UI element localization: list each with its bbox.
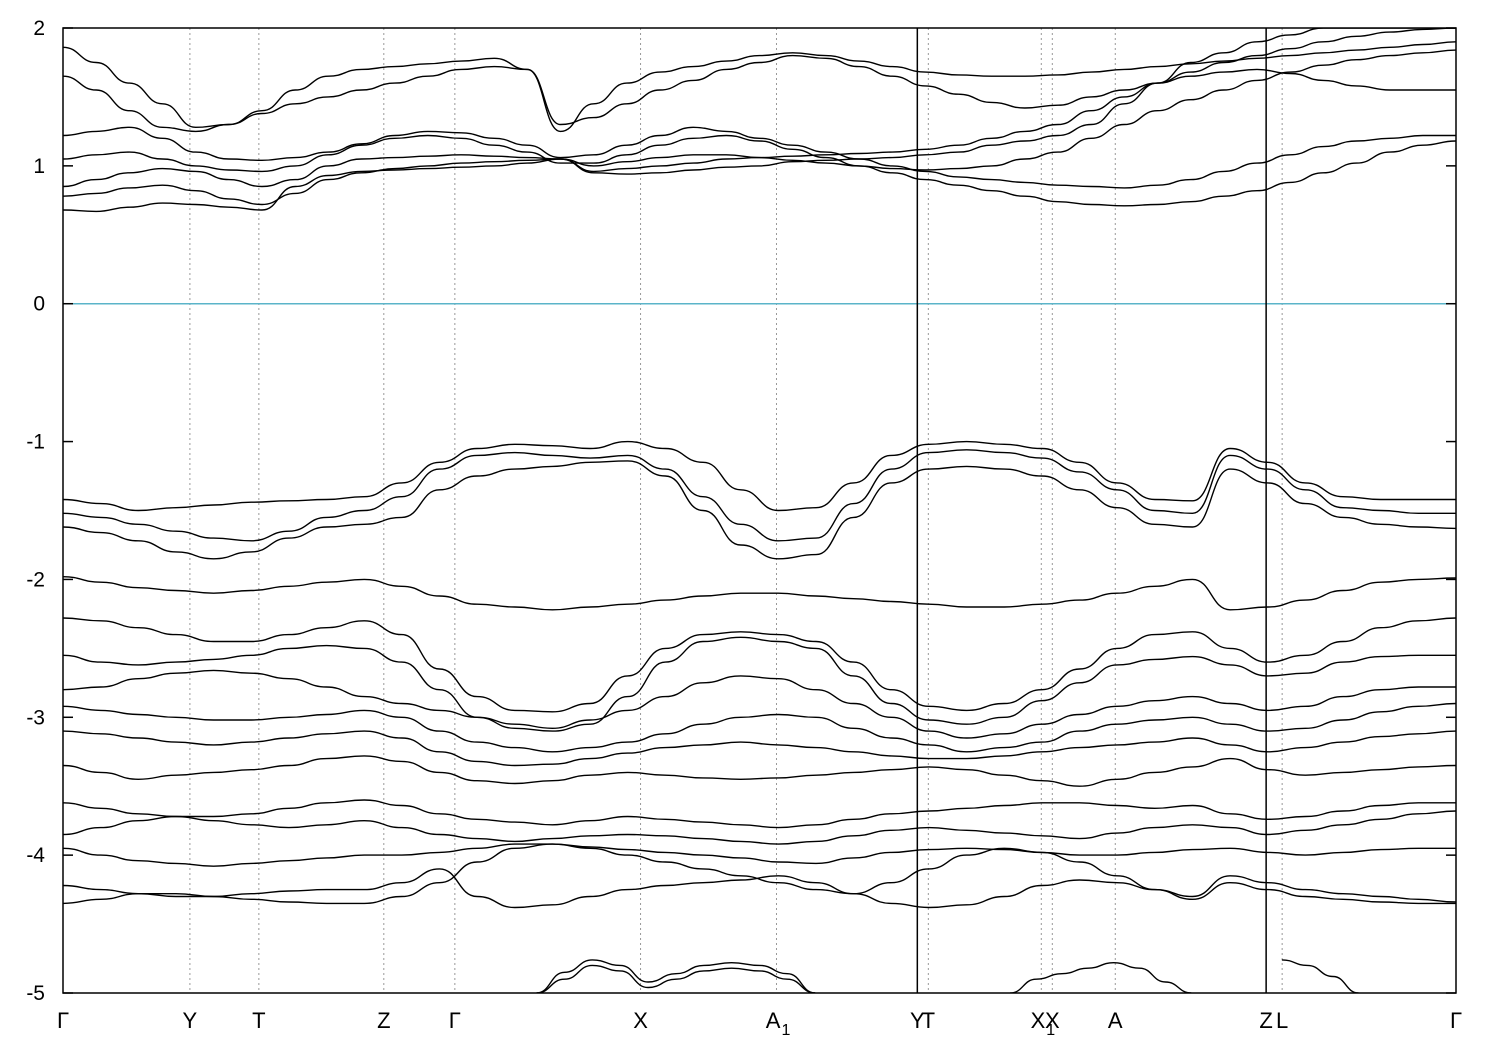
- y-tick-label: -5: [26, 982, 45, 1005]
- valence-band-line: [63, 460, 1456, 560]
- kpoint-label-subscript: 1: [781, 1022, 790, 1039]
- kpoint-label: Z: [1259, 1008, 1272, 1033]
- conduction-band-line: [63, 54, 1456, 133]
- y-tick-label: 2: [33, 17, 45, 40]
- kpoint-label-subscript: 1: [1046, 1022, 1055, 1039]
- kpoint-label: Y: [183, 1008, 198, 1033]
- y-tick-label: 1: [33, 155, 45, 178]
- deep-band-line: [1281, 959, 1359, 993]
- band-lines: [63, 28, 1456, 993]
- kpoint-label: A: [766, 1008, 781, 1033]
- valence-band-line: [63, 799, 1456, 829]
- kpoint-label: X: [1031, 1008, 1046, 1033]
- valence-band-line: [63, 843, 1456, 867]
- plot-frame: [62, 27, 1457, 994]
- y-tick-label: -1: [26, 431, 45, 454]
- y-tick-label: 0: [33, 293, 45, 316]
- y-tick-label: -2: [26, 568, 45, 591]
- kpoint-label: Γ: [449, 1008, 461, 1033]
- y-tick-label: -4: [26, 844, 45, 867]
- conduction-band-line: [63, 134, 1456, 207]
- kpoint-gridlines: [189, 28, 1283, 993]
- valence-band-line: [63, 810, 1456, 845]
- deep-band-line: [1010, 961, 1192, 993]
- valence-band-line: [63, 440, 1456, 512]
- conduction-band-line: [63, 28, 1456, 206]
- valence-band-line: [63, 702, 1456, 753]
- y-axis-ticks: 2 1 0 -1 -2 -3 -4 -5: [26, 17, 1456, 1005]
- kpoint-label: Y: [910, 1008, 925, 1033]
- x-axis-kpoint-labels: Γ Y T Z Γ X A 1 YT X 1X A Z L Γ: [57, 1008, 1462, 1039]
- conduction-band-line: [63, 49, 1456, 188]
- valence-band-line: [63, 636, 1456, 732]
- y-tick-label: -3: [26, 706, 45, 729]
- valence-band-line: [63, 669, 1456, 739]
- kpoint-label: X: [1045, 1008, 1060, 1033]
- kpoint-label: Γ: [1450, 1008, 1462, 1033]
- conduction-band-line: [63, 41, 1456, 133]
- segment-breaks: [916, 28, 1267, 993]
- valence-band-line: [63, 843, 1456, 905]
- valence-band-line: [63, 868, 1456, 909]
- valence-band-line: [63, 617, 1456, 713]
- kpoint-label: X: [633, 1008, 648, 1033]
- kpoint-label: L: [1276, 1008, 1288, 1033]
- valence-band-line: [63, 449, 1456, 542]
- kpoint-label: T: [922, 1008, 935, 1033]
- deep-band-line: [536, 964, 816, 993]
- kpoint-label: Z: [377, 1008, 390, 1033]
- kpoint-label: T: [252, 1008, 265, 1033]
- valence-band-line: [63, 755, 1456, 787]
- conduction-band-line: [63, 126, 1456, 189]
- valence-band-line: [63, 730, 1456, 767]
- deep-band-line: [536, 959, 816, 993]
- kpoint-label: Γ: [57, 1008, 69, 1033]
- kpoint-label: A: [1108, 1008, 1123, 1033]
- conduction-band-line: [63, 28, 1456, 213]
- valence-band-line: [63, 576, 1456, 611]
